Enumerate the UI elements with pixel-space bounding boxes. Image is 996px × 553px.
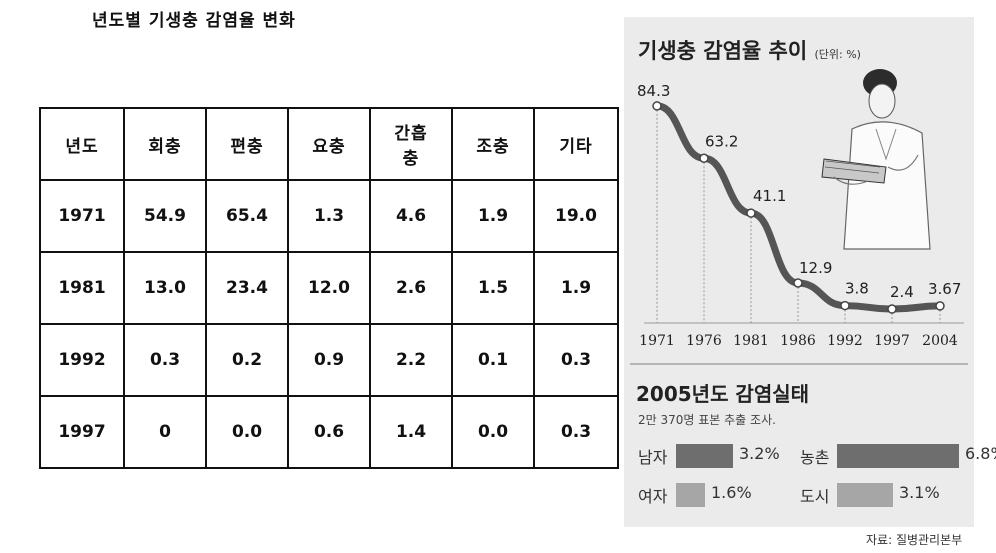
table-header-cell: 편충	[205, 107, 289, 181]
table-row: 1971 54.9 65.4 1.3 4.6 1.9 19.0	[39, 179, 619, 253]
table-value-cell: 54.9	[123, 179, 207, 253]
table-value-cell: 13.0	[123, 251, 207, 325]
x-tick-label: 1992	[827, 333, 863, 349]
bar-value-label: 1.6%	[711, 483, 752, 502]
x-tick-label: 1971	[639, 333, 675, 349]
bar-label: 여자	[638, 487, 668, 506]
x-tick-label: 1981	[733, 333, 769, 349]
table-value-cell: 0.0	[205, 395, 289, 469]
table-value-cell: 0.2	[205, 323, 289, 397]
data-point	[887, 304, 897, 314]
table-value-cell: 1.9	[533, 251, 619, 325]
x-tick-label: 1986	[780, 333, 816, 349]
table-value-cell: 19.0	[533, 179, 619, 253]
table-value-cell: 0.0	[451, 395, 535, 469]
table-value-cell: 2.2	[369, 323, 453, 397]
bar-rural	[837, 444, 959, 468]
data-point	[935, 301, 945, 311]
table-header-cell: 회충	[123, 107, 207, 181]
value-label: 3.67	[928, 280, 961, 298]
value-label: 63.2	[705, 132, 738, 150]
table-value-cell: 23.4	[205, 251, 289, 325]
infection-trend-panel: 기생충 감염율 추이 (단위: %) 84.3 63.2 41.1 12.9 3.8 2.…	[624, 17, 996, 527]
x-tick-label: 1997	[874, 333, 910, 349]
table-value-cell: 4.6	[369, 179, 453, 253]
value-label: 84.3	[637, 82, 670, 100]
bar-female	[676, 483, 705, 507]
table-header-cell: 기타	[533, 107, 619, 181]
infection-rate-table: 년도 회충 편충 요충 간흡 충 조충 기타 1971 54.9 65.4 1.3 4.6 1.9 19.…	[39, 107, 619, 469]
section-divider	[630, 363, 968, 365]
bar-value-label: 3.1%	[899, 483, 940, 502]
bar-urban	[837, 483, 893, 507]
data-point	[793, 278, 803, 288]
doctor-illustration	[821, 69, 931, 250]
bar-value-label: 3.2%	[739, 444, 780, 463]
data-point	[699, 153, 709, 164]
table-value-cell: 1.5	[451, 251, 535, 325]
table-value-cell: 1.9	[451, 179, 535, 253]
trend-line-chart: 84.3 63.2 41.1 12.9 3.8 2.4 3.67 1971 1976 1981 1…	[637, 69, 964, 349]
table-value-cell: 0.3	[123, 323, 207, 397]
trend-chart-title: 기생충 감염율 추이 (단위: %)	[638, 35, 861, 65]
source-note: 자료: 질병관리본부	[866, 533, 963, 547]
table-header-cell: 간흡 충	[369, 107, 453, 181]
data-point	[652, 101, 662, 111]
table-value-cell: 1.4	[369, 395, 453, 469]
table-header-cell: 년도	[39, 107, 125, 181]
table-value-cell: 0	[123, 395, 207, 469]
table-year-cell: 1981	[39, 251, 125, 325]
survey-subtitle: 2만 370명 표본 추출 조사.	[638, 413, 776, 427]
data-point	[840, 300, 850, 311]
table-value-cell: 0.3	[533, 395, 619, 469]
table-row: 1981 13.0 23.4 12.0 2.6 1.5 1.9	[39, 251, 619, 325]
table-header-cell: 요충	[287, 107, 371, 181]
table-value-cell: 1.3	[287, 179, 371, 253]
table-value-cell: 0.3	[533, 323, 619, 397]
table-value-cell: 2.6	[369, 251, 453, 325]
bar-value-label: 6.8%	[965, 444, 996, 463]
value-label: 12.9	[799, 259, 832, 277]
x-tick-label: 1976	[686, 333, 722, 349]
table-header-cell: 조충	[451, 107, 535, 181]
table-year-cell: 1997	[39, 395, 125, 469]
value-label: 3.8	[845, 280, 869, 298]
survey-title: 2005년도 감염실태	[636, 382, 810, 406]
table-value-cell: 0.1	[451, 323, 535, 397]
table-row: 1992 0.3 0.2 0.9 2.2 0.1 0.3	[39, 323, 619, 397]
value-label: 41.1	[753, 187, 786, 205]
bar-label: 농촌	[800, 448, 830, 467]
bar-label: 남자	[638, 448, 668, 467]
table-value-cell: 0.6	[287, 395, 371, 469]
table-year-cell: 1992	[39, 323, 125, 397]
trend-title-text: 기생충 감염율 추이	[638, 39, 808, 63]
table-row: 1997 0 0.0 0.6 1.4 0.0 0.3	[39, 395, 619, 469]
data-point	[746, 208, 756, 218]
table-value-cell: 0.9	[287, 323, 371, 397]
value-label: 2.4	[890, 283, 914, 301]
table-value-cell: 12.0	[287, 251, 371, 325]
trend-unit-label: (단위: %)	[814, 48, 861, 61]
bar-label: 도시	[800, 487, 830, 506]
table-year-cell: 1971	[39, 179, 125, 253]
table-title: 년도별 기생충 감염율 변화	[92, 11, 296, 31]
bar-male	[676, 444, 733, 468]
table-value-cell: 65.4	[205, 179, 289, 253]
x-tick-label: 2004	[922, 333, 958, 349]
